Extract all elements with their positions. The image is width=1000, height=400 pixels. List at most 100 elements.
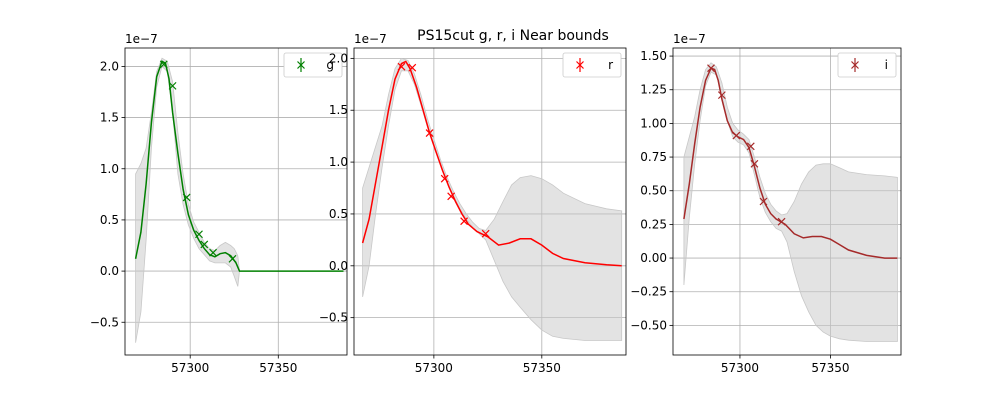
legend-label: g [326,58,334,72]
y-tick-label: 1.25 [640,83,667,97]
legend-marker [576,58,584,72]
legend-box [283,52,343,78]
r-band-panel: 57300 57350 −0.5 0.0 0.5 1.0 1.5 2.0 1e−7 r [319,32,627,375]
y-tick-label: 1.5 [329,103,348,117]
model-curve [683,67,898,259]
y-offset-label: 1e−7 [125,32,158,46]
data-point-marker [717,91,726,100]
x-tick-label: 57350 [523,361,561,375]
y-tick-label: 0.0 [329,259,348,273]
y-tick-label: −0.50 [630,318,667,332]
data-point-marker [750,159,759,168]
y-tick-label: 0.25 [640,217,667,231]
model-curve [134,60,344,272]
y-tick-label: 2.0 [100,59,119,73]
data-point-marker [159,60,168,69]
data-point-marker [460,217,469,226]
marker-stroke [576,61,584,69]
y-tick-label: 1.00 [640,116,667,130]
marker-stroke [200,240,209,249]
uncertainty-band [683,62,898,342]
x-tick-label: 57300 [171,361,209,375]
data-point-marker [746,142,755,151]
marker-stroke [717,91,726,100]
y-tick-label: −0.5 [90,315,119,329]
y-tick-label: 0.75 [640,150,667,164]
data-point-marker [447,192,456,201]
x-tick-label: 57350 [259,361,297,375]
y-tick-label: 1.5 [100,111,119,125]
marker-stroke [182,193,191,202]
y-tick-label: −0.5 [319,311,348,325]
figure-suptitle: PS15cut g, r, i Near bounds [417,28,609,44]
legend-label: r [608,58,613,72]
data-point-marker [182,193,191,202]
data-point-marker [481,229,490,238]
data-point-marker [168,81,177,90]
marker-stroke [195,230,203,239]
data-point-marker [408,63,417,72]
y-tick-label: 0.5 [329,207,348,221]
axes-frame [672,47,902,356]
marker-stroke [447,192,456,201]
marker-stroke [397,62,406,71]
plot-area [125,48,347,355]
marker-stroke [228,254,237,263]
plot-content [125,48,347,355]
y-tick-label: 1.0 [100,162,119,176]
x-tick-label: 57350 [811,361,849,375]
marker-stroke [209,248,218,257]
legend-label: i [885,58,888,72]
data-point-marker [777,217,786,226]
marker-stroke [746,142,755,151]
marker-stroke [777,217,786,226]
x-tick-label: 57300 [415,361,453,375]
data-point-marker [759,197,768,206]
marker-stroke [168,81,177,90]
y-tick-label: 0.0 [100,264,119,278]
y-tick-label: 0.5 [100,213,119,227]
marker-stroke [732,131,741,140]
axes-frame [124,47,348,356]
marker-stroke [408,63,417,72]
marker-stroke [460,217,469,226]
g-band-panel: 57300 57350 −0.5 0.0 0.5 1.0 1.5 2.0 1e−7 g [90,32,348,375]
data-point-marker [397,62,406,71]
data-point-marker [425,129,434,137]
marker-stroke [481,229,490,238]
marker-stroke [759,197,768,206]
y-tick-label: 0.00 [640,251,667,265]
marker-stroke [851,61,859,69]
legend-marker [851,58,859,72]
x-tick-label: 57300 [721,361,759,375]
y-offset-label: 1e−7 [354,32,387,46]
y-tick-label: 1.50 [640,49,667,63]
legend-box [837,52,897,78]
marker-stroke [297,61,305,69]
marker-stroke [707,64,715,73]
legend-marker [297,58,305,72]
y-tick-label: 2.0 [329,51,348,65]
marker-stroke [750,159,759,168]
plot-content [673,48,901,355]
i-band-panel: 57300 57350 −0.50 −0.25 0.00 0.25 0.50 0.75 1.00… [630,32,902,375]
y-offset-label: 1e−7 [673,32,706,46]
y-tick-label: 1.0 [329,155,348,169]
y-tick-label: −0.25 [630,285,667,299]
y-tick-label: 0.50 [640,184,667,198]
data-point-marker [440,174,449,183]
data-point-marker [200,240,209,249]
marker-stroke [440,174,449,183]
data-point-marker [228,254,237,263]
model-curve [361,60,622,267]
data-point-marker [732,131,741,140]
data-point-marker [707,64,715,73]
legend-box [562,52,622,78]
marker-stroke [159,60,168,69]
data-point-marker [195,230,203,239]
data-point-marker [209,248,218,257]
axes-frame [353,47,627,356]
plot-content [354,48,626,355]
marker-stroke [425,129,434,137]
